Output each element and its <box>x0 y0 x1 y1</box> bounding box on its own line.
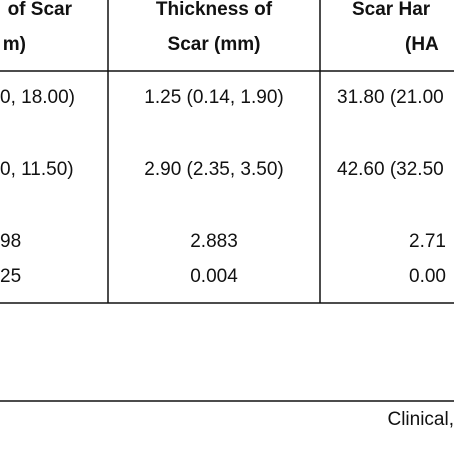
table-cell: 0.00 <box>409 266 446 287</box>
table-cell: 2.883 <box>190 231 238 252</box>
table-cell: 1.25 (0.14, 1.90) <box>144 87 283 108</box>
header-cell: (HA <box>405 34 439 55</box>
table-cell: 31.80 (21.00 <box>337 87 444 108</box>
header-cell: m) <box>3 34 26 55</box>
table-cell: 2.71 <box>409 231 446 252</box>
table-cell: 98 <box>0 231 21 252</box>
header-cell: of Scar <box>8 0 73 20</box>
table-cell: 0, 18.00) <box>0 87 75 108</box>
footer-text: Clinical, <box>387 409 454 430</box>
table-cell: 2.90 (2.35, 3.50) <box>144 159 283 180</box>
header-cell: Scar Har <box>352 0 431 20</box>
table-cell: 0.004 <box>190 266 238 287</box>
header-cell: Thickness of <box>156 0 273 20</box>
header-cell: Scar (mm) <box>168 34 261 55</box>
table-cell: 25 <box>0 266 21 287</box>
table-cell: 0, 11.50) <box>0 159 74 180</box>
table-cell: 42.60 (32.50 <box>337 159 444 180</box>
